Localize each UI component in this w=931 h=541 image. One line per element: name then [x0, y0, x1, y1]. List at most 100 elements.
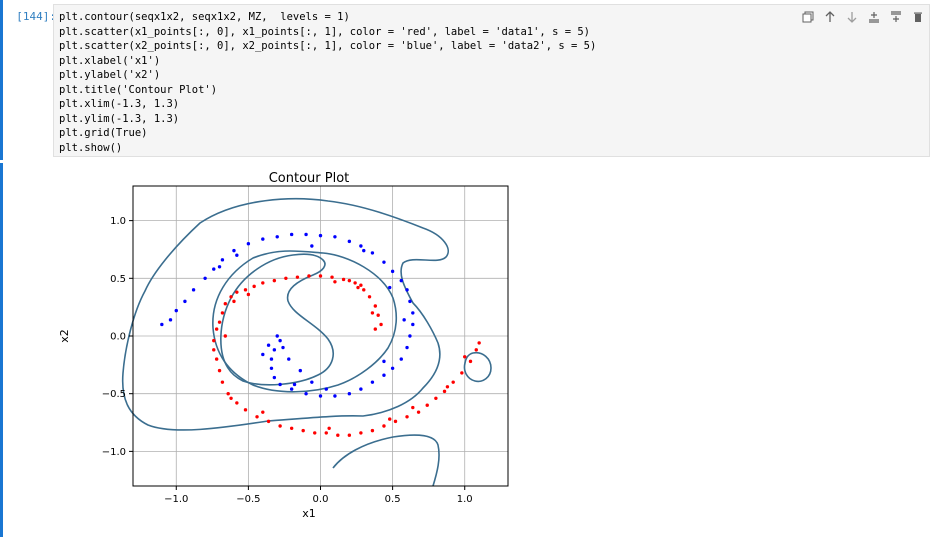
blue-point [269, 357, 274, 361]
red-point [229, 396, 233, 401]
red-point [373, 327, 378, 331]
contour-line [220, 253, 334, 386]
red-point [284, 276, 288, 281]
red-point [232, 299, 236, 304]
red-point [388, 417, 392, 421]
blue-point [272, 348, 277, 352]
y-tick-label: 1.0 [110, 216, 126, 227]
code-block[interactable]: plt.contour(seqx1x2, seqx1x2, MZ, levels… [59, 10, 596, 155]
blue-point [333, 394, 337, 398]
red-point [416, 410, 421, 414]
blue-point [347, 239, 352, 244]
red-point [434, 396, 438, 401]
blue-point [281, 345, 285, 350]
blue-point [275, 235, 279, 239]
red-point [393, 419, 398, 424]
red-point [474, 348, 478, 352]
blue-point [278, 338, 282, 343]
code-line: plt.xlabel('x1') [59, 54, 161, 67]
red-point [359, 283, 363, 287]
red-point [295, 275, 300, 279]
red-point [255, 415, 259, 419]
y-tick-label: 0.5 [110, 274, 126, 285]
code-cell-editor[interactable]: plt.contour(seqx1x2, seqx1x2, MZ, levels… [53, 4, 930, 157]
blue-point [269, 366, 274, 371]
red-point [324, 431, 328, 435]
red-point [252, 284, 256, 289]
blue-point [408, 299, 412, 304]
red-point [411, 405, 415, 410]
x-tick-label: 0.0 [313, 494, 329, 505]
blue-point [390, 269, 395, 274]
output-selection-bar [0, 163, 3, 537]
x-tick-label: −0.5 [236, 494, 260, 505]
blue-point [370, 380, 375, 384]
red-point [382, 424, 386, 428]
red-point [341, 277, 346, 282]
red-point [212, 338, 216, 343]
y-tick-label: 0.0 [110, 332, 126, 343]
red-point [229, 295, 233, 299]
blue-point [272, 375, 277, 380]
blue-point [390, 366, 395, 371]
move-down-icon[interactable] [845, 11, 859, 25]
contour-line [332, 434, 440, 487]
blue-point [399, 357, 403, 361]
code-line: plt.ylabel('x2') [59, 69, 161, 81]
blue-point [261, 352, 265, 357]
blue-point [388, 285, 392, 290]
blue-point [405, 288, 409, 292]
blue-point [174, 308, 178, 313]
blue-point [304, 391, 308, 396]
red-point [220, 311, 225, 315]
blue-point [298, 368, 303, 373]
blue-point [203, 276, 207, 281]
red-point [367, 295, 372, 299]
blue-point [191, 288, 196, 292]
red-point [217, 368, 222, 373]
red-point [223, 301, 228, 306]
red-point [460, 371, 464, 375]
red-point [405, 415, 409, 419]
blue-point [411, 311, 415, 315]
blue-point [402, 318, 406, 322]
delete-icon[interactable] [911, 11, 925, 25]
blue-point [246, 241, 251, 246]
code-line: plt.show() [59, 141, 123, 154]
move-up-icon[interactable] [823, 11, 837, 25]
red-point [235, 401, 239, 405]
red-point [261, 281, 265, 285]
red-point [212, 348, 216, 352]
contour-line [463, 351, 492, 383]
blue-point [333, 235, 337, 239]
red-point [451, 380, 455, 384]
blue-point [261, 237, 265, 241]
red-point [359, 431, 363, 435]
red-point [356, 285, 360, 290]
red-point [243, 288, 248, 292]
blue-point [408, 334, 412, 338]
red-point [373, 304, 378, 308]
red-point [445, 385, 450, 389]
duplicate-icon[interactable] [801, 11, 815, 25]
blue-point [362, 248, 366, 253]
x-tick-label: −1.0 [164, 494, 188, 505]
contour-line [212, 250, 398, 393]
blue-point [160, 322, 164, 327]
red-point [327, 426, 331, 431]
insert-above-icon[interactable] [867, 11, 881, 25]
cell-selection-bar [0, 0, 3, 160]
blue-point [292, 382, 297, 387]
code-line: plt.grid(True) [59, 127, 148, 139]
x-axis-label: x1 [302, 507, 316, 520]
insert-below-icon[interactable] [889, 11, 903, 25]
chart-title: Contour Plot [269, 171, 350, 186]
red-point [214, 327, 219, 331]
blue-point [310, 244, 314, 248]
red-point [333, 280, 337, 284]
code-line: plt.ylim(-1.3, 1.3) [59, 112, 180, 125]
red-point [266, 419, 271, 424]
red-point [223, 334, 228, 338]
scatter-points [160, 232, 481, 437]
contour-line [121, 198, 449, 431]
